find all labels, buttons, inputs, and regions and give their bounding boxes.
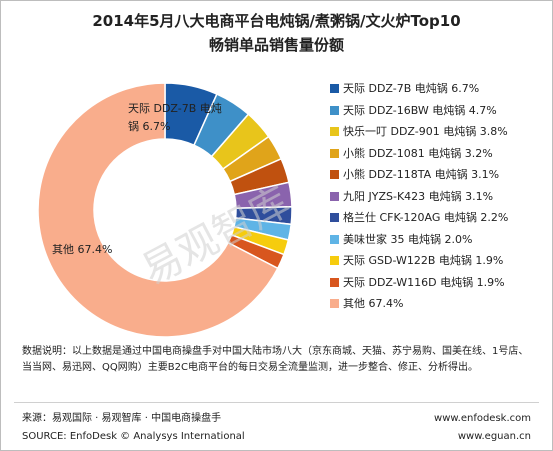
- url-enfodesk: www.enfodesk.com: [434, 413, 531, 424]
- legend-item: 天际 DDZ-16BW 电炖锅 4.7%: [330, 100, 552, 122]
- chart-subtitle: 畅销单品销售量份额: [208, 36, 344, 54]
- legend-label: 九阳 JYZS-K423 电炖锅 3.1%: [343, 189, 494, 203]
- legend-label: 快乐一叮 DDZ-901 电炖锅 3.8%: [343, 125, 508, 138]
- chart-title: 2014年5月八大电商平台电炖锅/煮粥锅/文火炉Top10: [92, 12, 461, 30]
- legend-label: 天际 DDZ-W116D 电炖锅 1.9%: [343, 275, 505, 289]
- legend-swatch: [330, 84, 339, 93]
- legend-swatch: [330, 234, 339, 244]
- pie-data-label: 其他 67.4%: [52, 243, 112, 256]
- legend-swatch: [330, 299, 339, 308]
- legend-label: 小熊 DDZ-1081 电炖锅 3.2%: [343, 146, 493, 160]
- legend-item: 小熊 DDZ-1081 电炖锅 3.2%: [330, 143, 552, 165]
- legend-label: 天际 GSD-W122B 电炖锅 1.9%: [343, 254, 504, 267]
- legend-swatch: [330, 148, 339, 158]
- legend-item: 格兰仕 CFK-120AG 电炖锅 2.2%: [330, 207, 552, 229]
- legend-item: 九阳 JYZS-K423 电炖锅 3.1%: [330, 186, 552, 208]
- legend-item: 天际 DDZ-W116D 电炖锅 1.9%: [330, 272, 552, 294]
- legend-swatch: [330, 170, 339, 179]
- legend-item: 小熊 DDZ-118TA 电炖锅 3.1%: [330, 164, 552, 186]
- chart-legend: 天际 DDZ-7B 电炖锅 6.7% 天际 DDZ-16BW 电炖锅 4.7% 快乐…: [330, 78, 552, 315]
- legend-label: 格兰仕 CFK-120AG 电炖锅 2.2%: [343, 211, 509, 224]
- legend-item: 快乐一叮 DDZ-901 电炖锅 3.8%: [330, 121, 552, 143]
- source-cn: 来源：易观国际 · 易观智库 · 中国电商操盘手: [22, 413, 222, 424]
- legend-swatch: [330, 191, 339, 201]
- pie-data-label: 天际 DDZ-7B 电炖: [128, 102, 222, 115]
- legend-item: 天际 DDZ-7B 电炖锅 6.7%: [330, 78, 552, 100]
- legend-label: 小熊 DDZ-118TA 电炖锅 3.1%: [343, 168, 500, 181]
- source-en: SOURCE: EnfoDesk © Analysys Internationa…: [22, 431, 245, 442]
- legend-swatch: [330, 105, 339, 115]
- legend-swatch: [330, 256, 339, 265]
- pie-slice-10: [37, 82, 279, 338]
- legend-label: 天际 DDZ-7B 电炖锅 6.7%: [343, 82, 480, 95]
- legend-swatch: [330, 277, 339, 287]
- footer-divider: [14, 402, 539, 403]
- legend-item: 其他 67.4%: [330, 293, 552, 315]
- legend-item: 天际 GSD-W122B 电炖锅 1.9%: [330, 250, 552, 272]
- legend-swatch: [330, 213, 339, 222]
- legend-label: 天际 DDZ-16BW 电炖锅 4.7%: [343, 103, 497, 117]
- legend-swatch: [330, 127, 339, 136]
- legend-label: 美味世家 35 电炖锅 2.0%: [343, 232, 473, 246]
- legend-label: 其他 67.4%: [343, 297, 404, 310]
- legend-item: 美味世家 35 电炖锅 2.0%: [330, 229, 552, 251]
- pie-data-label: 锅 6.7%: [128, 120, 170, 133]
- url-eguan: www.eguan.cn: [457, 431, 531, 442]
- data-note: 数据说明：以上数据是通过中国电商操盘手对中国大陆市场八大（京东商城、天猫、苏宁易…: [22, 346, 529, 373]
